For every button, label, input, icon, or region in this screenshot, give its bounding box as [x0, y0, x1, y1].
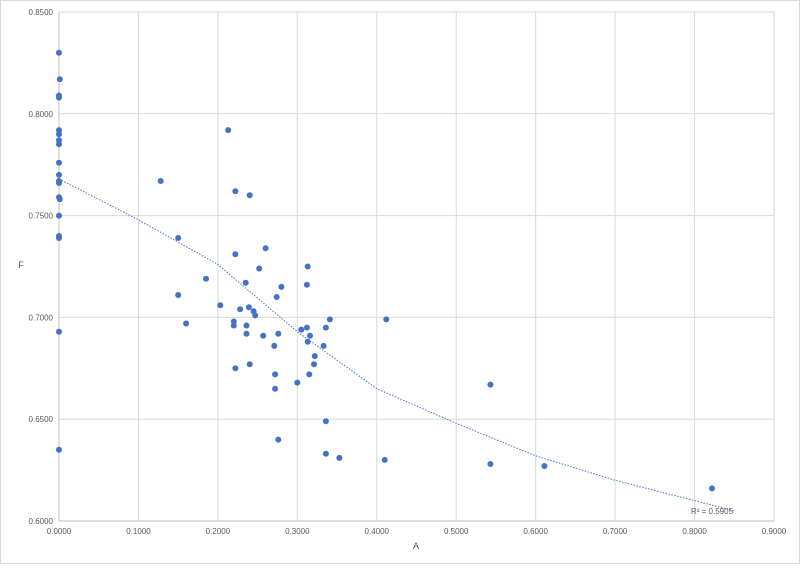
data-point [311, 353, 318, 360]
data-point [273, 294, 280, 300]
x-tick-label: 0.0000 [47, 527, 72, 536]
x-tick-label: 0.7000 [603, 527, 628, 536]
x-tick-label: 0.1000 [126, 527, 151, 536]
x-axis-title: A [413, 541, 419, 551]
data-point [232, 188, 239, 195]
data-point [56, 171, 62, 178]
data-point [322, 324, 329, 331]
data-point [243, 322, 250, 329]
data-point [232, 365, 239, 372]
data-point [232, 251, 239, 258]
data-point [175, 292, 182, 298]
x-tick-label: 0.3000 [285, 527, 310, 536]
data-point [256, 265, 263, 272]
trendline [58, 178, 735, 512]
y-axis-title: F [18, 260, 24, 270]
axes [58, 12, 774, 522]
data-point [246, 192, 253, 199]
data-point [303, 324, 310, 331]
data-point [157, 178, 164, 184]
data-point [56, 94, 62, 101]
data-point [304, 263, 311, 270]
data-point [56, 446, 62, 453]
data-point [56, 131, 62, 138]
data-point [252, 312, 259, 319]
data-point [56, 235, 62, 241]
data-point [217, 302, 224, 309]
data-point [56, 328, 62, 335]
data-point [541, 463, 548, 469]
x-tick-label: 0.4000 [365, 527, 390, 536]
x-tick-label: 0.5000 [444, 527, 469, 536]
data-point [237, 306, 244, 313]
data-point [709, 485, 715, 492]
data-point [56, 212, 62, 219]
data-point [307, 332, 313, 339]
data-point [487, 461, 494, 467]
data-point [304, 338, 311, 345]
data-point [56, 141, 62, 148]
y-tick-label: 0.8500 [29, 8, 54, 17]
x-tick-label: 0.6000 [523, 527, 548, 536]
data-point [383, 316, 390, 323]
y-tick-label: 0.8000 [29, 110, 54, 119]
data-point [242, 279, 249, 286]
tick-labels: 0.0000 0.1000 0.2000 0.3000 0.4000 0.5000 0.60… [29, 8, 787, 536]
data-point [260, 332, 267, 339]
data-points [56, 49, 715, 492]
gridlines [59, 11, 775, 521]
data-point [298, 326, 305, 333]
data-point [271, 342, 278, 349]
data-point [306, 371, 313, 378]
data-point [56, 159, 62, 166]
trendline-group [58, 178, 735, 512]
x-tick-label: 0.2000 [206, 527, 231, 536]
data-point [487, 381, 494, 388]
y-tick-label: 0.6000 [29, 517, 54, 526]
y-tick-label: 0.7500 [29, 212, 54, 221]
data-point [294, 379, 301, 386]
data-point [381, 456, 388, 463]
data-point [243, 330, 250, 337]
data-point [272, 371, 279, 378]
y-tick-label: 0.7000 [29, 313, 54, 322]
data-point [183, 320, 190, 327]
data-point [262, 245, 269, 252]
data-point [245, 304, 252, 311]
data-point [56, 127, 62, 134]
data-point [275, 330, 282, 337]
x-tick-label: 0.9000 [762, 527, 787, 536]
data-point [56, 196, 63, 203]
data-point [278, 283, 285, 290]
r-squared-label: R² = 0.5905 [691, 507, 734, 516]
data-point [303, 281, 310, 288]
data-point [322, 450, 329, 457]
data-point [230, 322, 237, 329]
data-point [225, 127, 232, 134]
data-point [322, 418, 329, 425]
data-point [56, 180, 62, 186]
data-point [311, 361, 317, 368]
x-tick-label: 0.8000 [682, 527, 707, 536]
data-point [175, 235, 182, 241]
data-point [56, 49, 62, 56]
data-point [320, 342, 327, 349]
data-point [336, 454, 343, 461]
data-point [272, 385, 279, 392]
data-point [56, 76, 63, 83]
data-point [326, 316, 333, 323]
y-tick-label: 0.6500 [29, 415, 54, 424]
data-point [275, 436, 282, 443]
data-point [246, 361, 253, 368]
data-point [203, 275, 209, 282]
